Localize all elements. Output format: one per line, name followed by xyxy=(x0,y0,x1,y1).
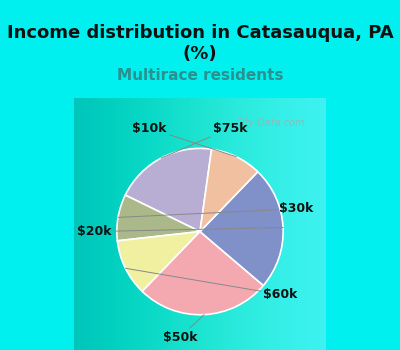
Text: Income distribution in Catasauqua, PA
(%): Income distribution in Catasauqua, PA (%… xyxy=(7,25,393,63)
Text: Multirace residents: Multirace residents xyxy=(117,68,283,83)
Text: $75k: $75k xyxy=(161,122,248,158)
Wedge shape xyxy=(200,172,283,286)
Wedge shape xyxy=(142,232,263,315)
Text: $60k: $60k xyxy=(125,268,298,301)
Wedge shape xyxy=(125,148,212,232)
Text: $20k: $20k xyxy=(77,225,283,238)
Wedge shape xyxy=(200,149,258,232)
Text: $30k: $30k xyxy=(118,202,313,217)
Wedge shape xyxy=(117,232,200,292)
Wedge shape xyxy=(117,195,200,241)
Text: $10k: $10k xyxy=(132,122,236,157)
Text: $50k: $50k xyxy=(162,315,204,344)
Text: City-Data.com: City-Data.com xyxy=(236,118,305,128)
